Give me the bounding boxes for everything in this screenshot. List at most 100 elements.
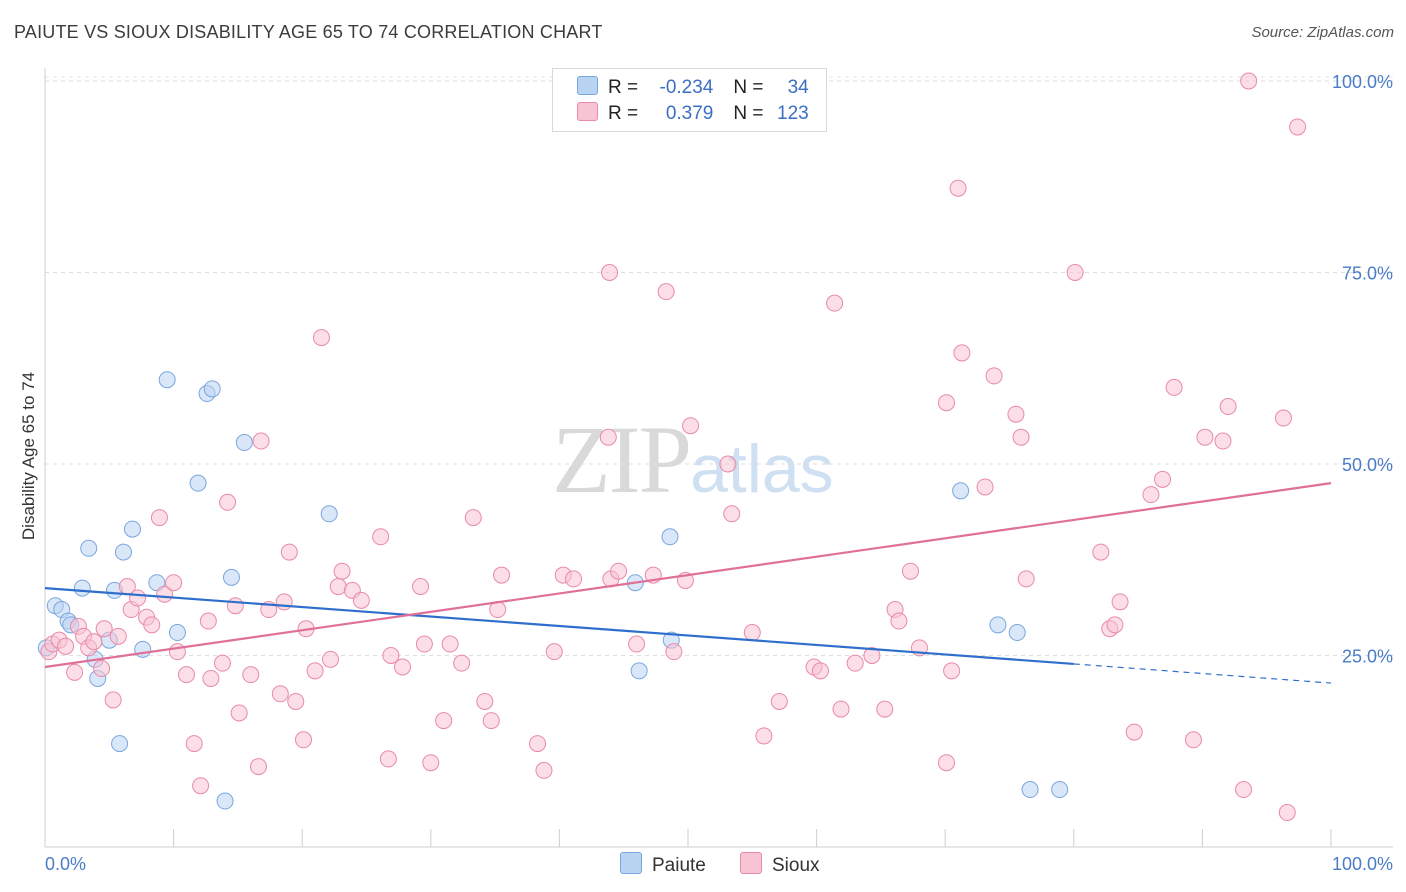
sioux-point [95,620,113,638]
sioux-point [422,754,440,772]
sioux-point [129,589,147,607]
sioux-point [464,509,482,527]
chart-title: PAIUTE VS SIOUX DISABILITY AGE 65 TO 74 … [14,22,603,42]
paiute-point [1008,624,1026,642]
sioux-point [493,566,511,584]
sioux-point [168,643,186,661]
sioux-point [213,654,231,672]
paiute-point [989,616,1007,634]
sioux-point [863,647,881,664]
paiute-point [158,371,176,389]
source-label: Source: ZipAtlas.com [1251,24,1394,41]
axes [44,68,1393,848]
sioux-point [565,570,583,588]
paiute-point [320,505,338,523]
legend-row-paiute: R = -0.234 N = 34 [577,76,809,102]
legend-r-value: 0.379 [665,103,714,124]
paiute-point [114,543,132,561]
sioux-point [535,761,553,779]
sioux-point [394,658,412,676]
sioux-point [743,624,761,642]
sioux-point [755,727,773,745]
paiute-point [80,539,98,557]
watermark: ZIPatlas [552,404,834,515]
y-tick-label: 50.0% [1342,455,1393,475]
sioux-point [601,264,619,281]
sioux-point [306,662,324,680]
sioux-point [453,654,471,672]
legend-item-label: Paiute [652,855,706,876]
sioux-point [219,493,237,511]
sioux-point [937,754,955,772]
sioux-point [1017,570,1035,588]
sioux-point [435,712,453,730]
sioux-point [890,612,908,630]
sioux-point [1007,405,1025,423]
sioux-point [143,616,161,634]
paiute-point [222,568,240,586]
sioux-point [1214,432,1232,450]
legend-n-label: N = [733,77,769,98]
paiute-point [630,662,648,680]
sioux-point [275,593,293,611]
sioux-trend-line [44,482,1332,669]
paiute-trend-line [44,586,1074,666]
sioux-point [412,578,430,596]
correlation-legend: R = -0.234 N = 34 R = 0.379 N = 123 [552,68,827,132]
sioux-point [1111,593,1129,611]
sioux-point [628,635,646,653]
x-tick-label: 0.0% [45,854,86,874]
sioux-point [610,562,628,580]
sioux-point [1142,486,1160,504]
sioux-point [985,367,1003,385]
legend-item-sioux[interactable]: Sioux [740,852,820,877]
sioux-point [937,394,955,412]
paiute-point [235,434,253,452]
paiute-trend-extension [1073,663,1332,684]
sioux-point [482,712,500,730]
paiute-point [189,474,207,492]
sioux-point [85,633,103,651]
sioux-point [280,543,298,561]
y-tick-label: 75.0% [1342,264,1393,284]
sioux-point [1184,731,1202,749]
paiute-point [111,735,129,753]
sioux-point [1012,428,1030,446]
paiute-point [661,528,679,546]
sioux-point [1219,398,1237,416]
grid-lines [45,76,1393,656]
paiute-point [73,579,91,597]
sioux-point [1125,723,1143,741]
sioux-point [329,578,347,596]
sioux-point [476,692,494,710]
sioux-point [1289,118,1307,136]
sioux-point [657,283,675,301]
sioux-point [185,735,203,753]
sioux-point [529,735,547,753]
sioux-point [953,344,971,362]
sioux-point [665,643,683,661]
sioux-point [719,455,737,473]
y-tick-label: 25.0% [1342,647,1393,667]
sioux-swatch [577,102,598,121]
legend-r-value: -0.234 [659,77,714,98]
legend-item-paiute[interactable]: Paiute [620,852,706,877]
legend-n-label: N = [733,103,769,124]
legend-r-label: R = [608,103,644,124]
legend-r-label: R = [608,77,644,98]
sioux-point [876,700,894,718]
sioux-point [1106,616,1124,634]
paiute-point [134,640,152,658]
paiute-point [123,520,141,538]
sioux-point [352,591,370,609]
sioux-point [287,692,305,710]
sioux-point [682,417,700,435]
legend-row-sioux: R = 0.379 N = 123 [577,102,809,128]
sioux-point [177,666,195,684]
paiute-point [216,792,234,810]
legend-n-value: 34 [787,77,809,98]
sioux-point [770,692,788,710]
sioux-point [271,685,289,703]
sioux-point [242,666,260,684]
sioux-point [1274,409,1292,427]
